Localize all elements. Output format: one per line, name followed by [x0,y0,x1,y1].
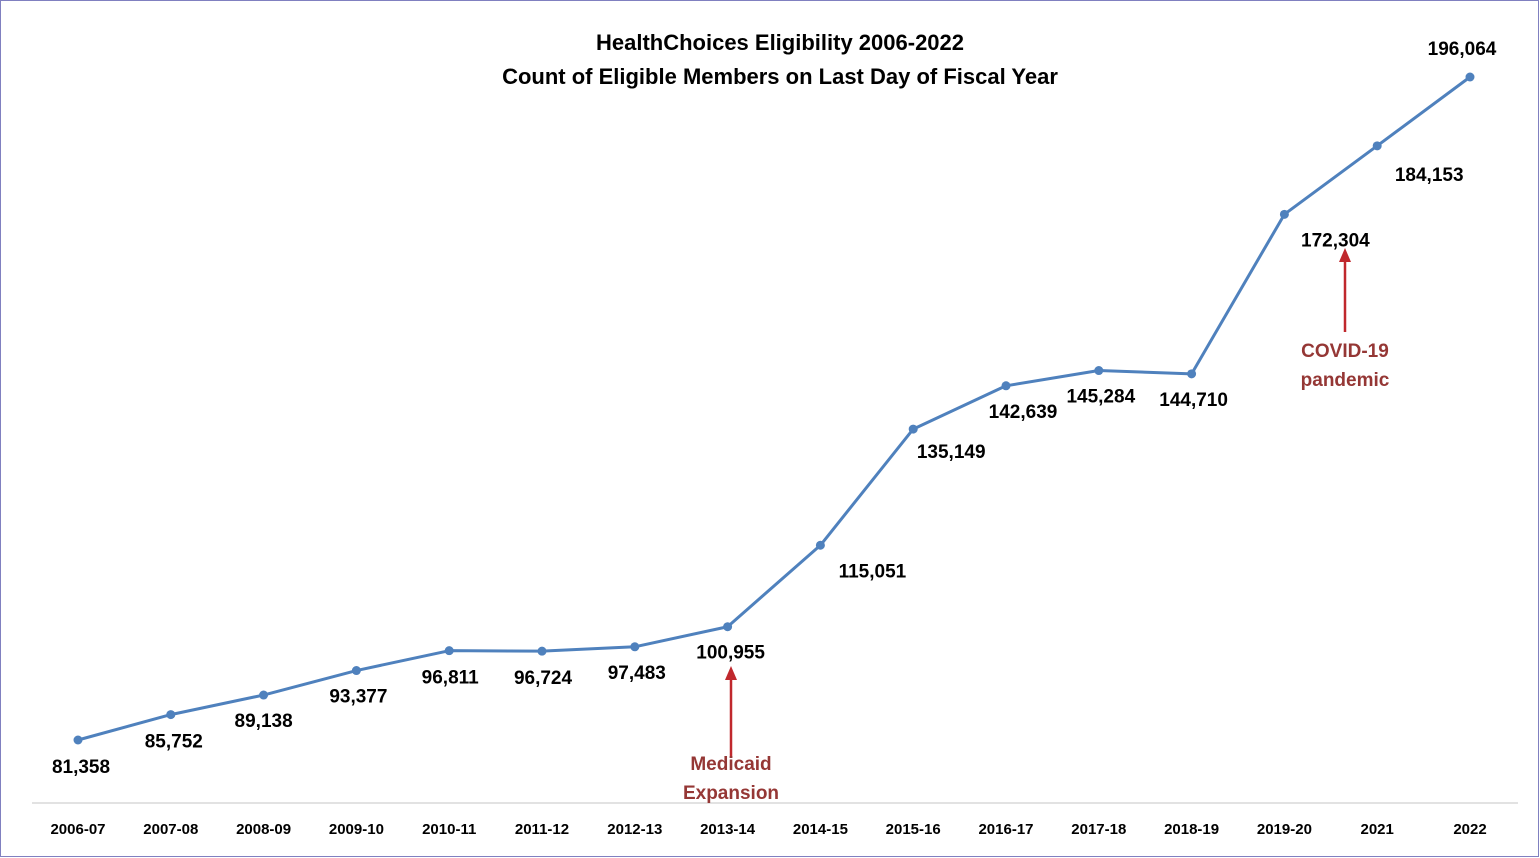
data-point [1001,381,1011,391]
data-point [537,646,547,656]
x-tick-label: 2007-08 [143,821,198,838]
data-point [444,646,454,656]
data-label: 97,483 [608,663,666,684]
x-tick-label: 2016-17 [978,821,1033,838]
data-point [73,735,83,745]
data-label: 100,955 [696,643,765,664]
data-label: 96,724 [514,668,573,689]
x-tick-label: 2019-20 [1257,821,1312,838]
annotation: Expansion [683,783,779,804]
x-tick-label: 2009-10 [329,821,384,838]
annotation: Medicaid [690,754,771,775]
data-label: 135,149 [917,442,986,463]
annotation: pandemic [1301,370,1390,391]
data-point [1465,72,1475,82]
x-tick-label: 2006-07 [50,821,105,838]
x-tick-label: 2015-16 [886,821,941,838]
data-label: 196,064 [1428,39,1497,60]
arrow-head [725,666,737,680]
x-tick-label: 2017-18 [1071,821,1126,838]
data-label: 85,752 [145,732,203,753]
data-point [351,666,361,676]
data-label: 144,710 [1159,390,1228,411]
x-tick-label: 2021 [1361,821,1394,838]
data-point [259,690,269,700]
data-label: 142,639 [989,402,1058,423]
x-tick-label: 2018-19 [1164,821,1219,838]
x-tick-label: 2008-09 [236,821,291,838]
x-tick-label: 2010-11 [422,821,476,838]
data-label: 93,377 [329,687,387,708]
data-label: 96,811 [422,668,479,689]
data-point [630,642,640,652]
data-point [723,622,733,632]
x-tick-label: 2012-13 [607,821,662,838]
x-tick-label: 2014-15 [793,821,848,838]
data-point [815,540,825,550]
data-point [1372,141,1382,151]
x-tick-label: 2013-14 [700,821,756,838]
data-label: 115,051 [839,561,907,582]
data-label: 172,304 [1301,230,1370,251]
data-point [1279,209,1289,219]
x-tick-label: 2022 [1453,821,1486,838]
data-label: 89,138 [235,711,293,732]
data-point [1094,366,1104,376]
data-label: 145,284 [1066,387,1135,408]
x-tick-label: 2011-12 [515,821,569,838]
series-line [77,75,1471,742]
chart-title: HealthChoices Eligibility 2006-2022 [596,30,964,55]
data-label: 81,358 [52,757,110,778]
annotation: COVID-19 [1301,341,1389,362]
data-label: 184,153 [1395,165,1464,186]
data-point [1187,369,1197,379]
arrow-head [1339,248,1351,262]
data-point [166,710,176,720]
chart-subtitle: Count of Eligible Members on Last Day of… [502,64,1058,89]
data-point [908,424,918,434]
